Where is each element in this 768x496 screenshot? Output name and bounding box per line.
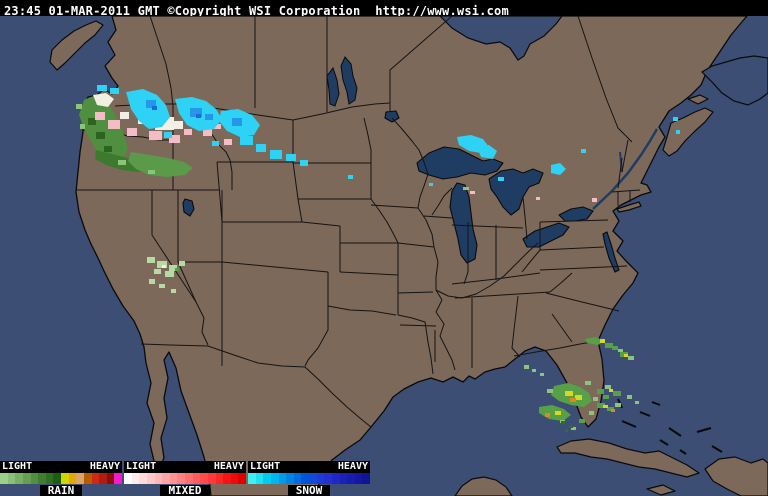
- legend-color-cell: [238, 473, 246, 484]
- weather-map: [0, 16, 768, 496]
- snow-color-scale: [248, 473, 370, 484]
- legend-color-cell: [324, 473, 332, 484]
- rain-label: RAIN: [39, 485, 83, 496]
- legend-color-cell: [185, 473, 193, 484]
- prince-edward-island: [687, 94, 709, 105]
- mixed-color-scale: [124, 473, 246, 484]
- legend-color-cell: [255, 473, 264, 484]
- legend-color-cell: [339, 473, 348, 484]
- legend-color-cell: [177, 473, 185, 484]
- legend-color-cell: [301, 473, 309, 484]
- legend-color-cell: [68, 473, 77, 484]
- st-lawrence-river: [592, 128, 659, 210]
- legend-color-cell: [76, 473, 84, 484]
- jamaica: [646, 484, 676, 496]
- legend-color-cell: [124, 473, 132, 484]
- legend-color-cell: [192, 473, 201, 484]
- snow-scale-header: LIGHT HEAVY: [248, 461, 370, 473]
- chesapeake-bay: [602, 231, 620, 273]
- yucatan-peninsula: [454, 476, 513, 496]
- legend-color-cell: [270, 473, 279, 484]
- vancouver-island: [49, 20, 104, 71]
- rain-scale-header: LIGHT HEAVY: [0, 461, 122, 473]
- mixed-scale-header: LIGHT HEAVY: [124, 461, 246, 473]
- legend-color-cell: [7, 473, 16, 484]
- legend-color-cell: [53, 473, 61, 484]
- great-salt-lake: [182, 198, 195, 217]
- rain-heavy-label: HEAVY: [89, 461, 120, 472]
- state-borders: [77, 16, 641, 428]
- legend-color-cell: [15, 473, 23, 484]
- legend-color-cell: [230, 473, 239, 484]
- legend-color-cell: [169, 473, 178, 484]
- mixed-light-label: LIGHT: [126, 461, 157, 472]
- legend-section-mixed: LIGHT HEAVY MIXED: [124, 461, 246, 496]
- legend-color-cell: [106, 473, 115, 484]
- legend-section-rain: LIGHT HEAVY RAIN: [0, 461, 122, 496]
- snow-label: SNOW: [287, 485, 331, 496]
- legend-color-cell: [293, 473, 302, 484]
- snow-light-label: LIGHT: [250, 461, 281, 472]
- legend-color-cell: [215, 473, 224, 484]
- mixed-label: MIXED: [160, 485, 210, 496]
- rain-color-scale: [0, 473, 122, 484]
- lake-of-the-woods: [384, 110, 400, 123]
- long-island: [616, 201, 642, 213]
- legend-color-cell: [139, 473, 147, 484]
- snow-label-row: SNOW: [248, 485, 370, 496]
- legend-color-cell: [278, 473, 287, 484]
- legend-color-cell: [316, 473, 325, 484]
- radar-precipitation: [76, 85, 680, 432]
- legend-color-cell: [248, 473, 256, 484]
- legend: LIGHT HEAVY RAIN LIGHT HEAVY MIXED LIGHT…: [0, 461, 370, 496]
- cuba: [556, 438, 700, 478]
- legend-color-cell: [99, 473, 107, 484]
- hispaniola: [704, 456, 768, 496]
- legend-color-cell: [146, 473, 155, 484]
- legend-color-cell: [286, 473, 294, 484]
- legend-color-cell: [154, 473, 163, 484]
- lake-superior: [416, 146, 504, 180]
- snow-heavy-label: HEAVY: [337, 461, 368, 472]
- legend-color-cell: [22, 473, 31, 484]
- legend-color-cell: [354, 473, 363, 484]
- legend-color-cell: [83, 473, 92, 484]
- legend-color-cell: [362, 473, 370, 484]
- legend-color-cell: [223, 473, 231, 484]
- legend-color-cell: [0, 473, 8, 484]
- legend-color-cell: [91, 473, 100, 484]
- legend-color-cell: [207, 473, 216, 484]
- legend-color-cell: [200, 473, 208, 484]
- header-bar: 23:45 01-MAR-2011 GMT ©Copyright WSI Cor…: [0, 0, 768, 18]
- mixed-heavy-label: HEAVY: [213, 461, 244, 472]
- rain-label-row: RAIN: [0, 485, 122, 496]
- legend-color-cell: [263, 473, 271, 484]
- mixed-label-row: MIXED: [124, 485, 246, 496]
- bahamas-islands: [617, 398, 723, 455]
- hudson-bay: [439, 16, 563, 61]
- legend-color-cell: [331, 473, 340, 484]
- legend-color-cell: [38, 473, 46, 484]
- gulf-of-st-lawrence: [701, 55, 768, 106]
- legend-color-cell: [309, 473, 317, 484]
- legend-color-cell: [114, 473, 122, 484]
- great-lakes: [182, 110, 620, 273]
- legend-color-cell: [61, 473, 69, 484]
- legend-color-cell: [162, 473, 170, 484]
- rain-light-label: LIGHT: [2, 461, 33, 472]
- legend-color-cell: [131, 473, 140, 484]
- legend-color-cell: [30, 473, 39, 484]
- legend-color-cell: [347, 473, 355, 484]
- legend-color-cell: [45, 473, 54, 484]
- islands: [49, 20, 768, 496]
- header-text: 23:45 01-MAR-2011 GMT ©Copyright WSI Cor…: [4, 4, 509, 18]
- legend-section-snow: LIGHT HEAVY SNOW: [248, 461, 370, 496]
- nova-scotia: [662, 107, 714, 157]
